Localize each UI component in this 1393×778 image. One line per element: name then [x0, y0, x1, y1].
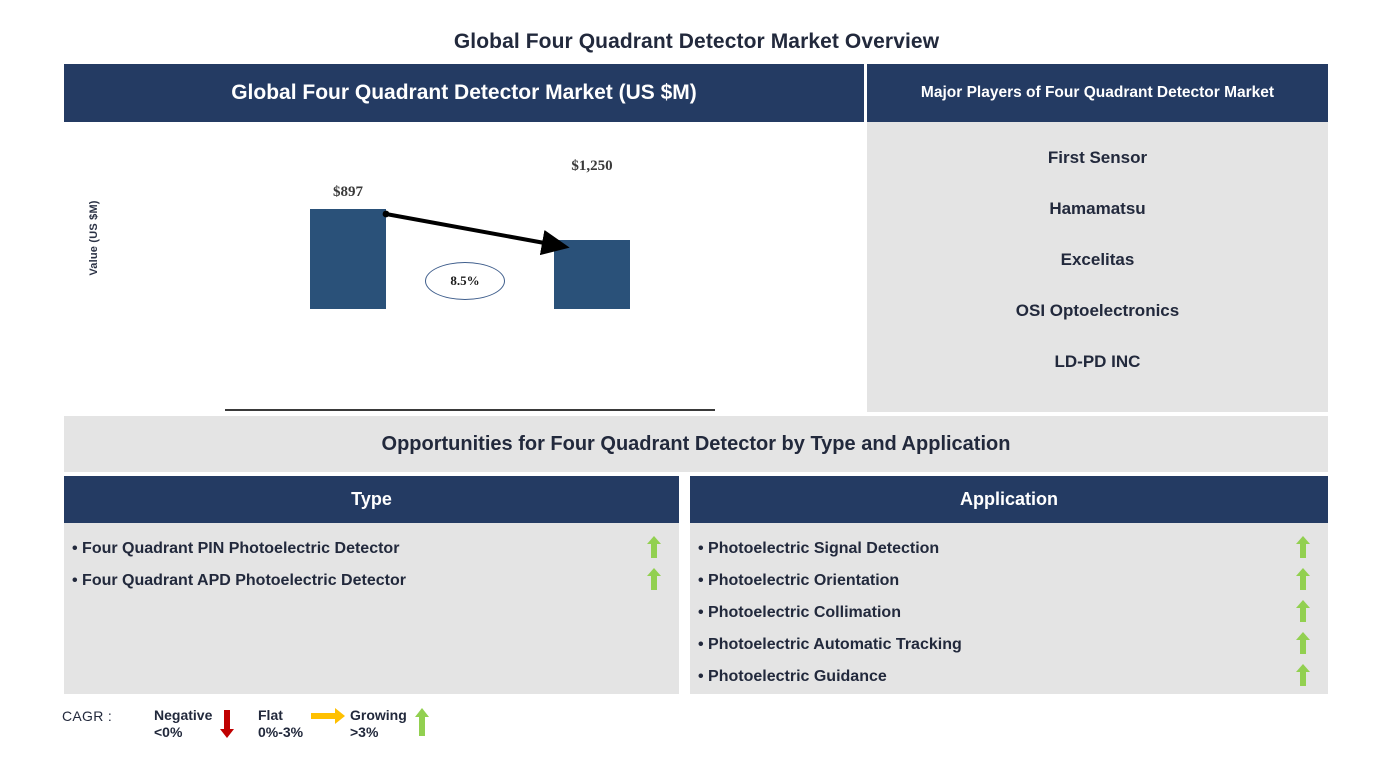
arrow-up-icon: [1296, 536, 1310, 563]
application-item-label: • Photoelectric Collimation: [698, 604, 901, 621]
list-item: Hamamatsu: [1049, 199, 1146, 218]
application-column-body: • Photoelectric Signal Detection • Photo…: [690, 523, 1328, 694]
bar-value-label-2026: $897: [333, 184, 363, 200]
arrow-down-icon: [220, 708, 235, 743]
arrow-up-icon: [1296, 632, 1310, 659]
application-item-label: • Photoelectric Guidance: [698, 668, 887, 685]
legend-negative-range: <0%: [154, 724, 183, 740]
type-column-body: • Four Quadrant PIN Photoelectric Detect…: [64, 523, 679, 694]
x-axis-line: [225, 409, 715, 411]
opportunities-title: Opportunities for Four Quadrant Detector…: [381, 432, 1011, 455]
arrow-up-icon: [647, 568, 661, 595]
list-item: LD-PD INC: [1054, 352, 1141, 371]
type-column-header: Type: [64, 476, 679, 523]
market-chart-card: Global Four Quadrant Detector Market (US…: [64, 64, 864, 468]
list-item: • Photoelectric Orientation: [690, 565, 1328, 597]
legend-negative-text: Negative <0%: [154, 707, 212, 741]
arrow-up-icon: [414, 708, 429, 741]
application-item-label: • Photoelectric Signal Detection: [698, 540, 940, 557]
list-item: • Photoelectric Automatic Tracking: [690, 629, 1328, 661]
cagr-value: 8.5%: [450, 273, 480, 288]
type-column: Type • Four Quadrant PIN Photoelectric D…: [64, 476, 679, 694]
market-chart-header: Global Four Quadrant Detector Market (US…: [64, 64, 864, 122]
legend-growing-range: >3%: [350, 724, 379, 740]
legend-item-flat: Flat 0%-3%: [258, 707, 346, 741]
legend-item-growing: Growing >3%: [350, 707, 429, 741]
application-item-label: • Photoelectric Automatic Tracking: [698, 636, 962, 653]
major-players-card: Major Players of Four Quadrant Detector …: [867, 64, 1328, 412]
opportunities-band: Opportunities for Four Quadrant Detector…: [64, 416, 1328, 472]
list-item: • Four Quadrant PIN Photoelectric Detect…: [64, 533, 679, 565]
arrow-up-icon: [1296, 568, 1310, 595]
growth-arrow-icon: [382, 210, 570, 256]
arrow-up-icon: [1296, 664, 1310, 691]
application-column-header-text: Application: [960, 489, 1058, 509]
legend-flat-range: 0%-3%: [258, 724, 304, 740]
list-item: • Photoelectric Collimation: [690, 597, 1328, 629]
type-item-label: • Four Quadrant APD Photoelectric Detect…: [72, 572, 406, 589]
bar-value-label-2035: $1,250: [571, 158, 613, 174]
list-item: Excelitas: [1060, 250, 1135, 269]
arrow-right-icon: [311, 708, 346, 729]
application-column: Application • Photoelectric Signal Detec…: [690, 476, 1328, 694]
cagr-legend-title: CAGR :: [62, 708, 113, 724]
list-item: • Photoelectric Guidance: [690, 661, 1328, 693]
bar-chart: Value (US $M) $897 $1,250 2026 2035 8.5%…: [64, 122, 864, 468]
list-item: OSI Optoelectronics: [1015, 301, 1180, 320]
legend-flat-text: Flat 0%-3%: [258, 707, 303, 741]
legend-negative-name: Negative: [154, 707, 213, 723]
type-column-header-text: Type: [351, 489, 392, 509]
cagr-bubble: 8.5%: [425, 262, 505, 300]
legend-flat-name: Flat: [258, 707, 283, 723]
list-item: First Sensor: [1047, 148, 1148, 167]
list-item: • Photoelectric Signal Detection: [690, 533, 1328, 565]
legend-growing-text: Growing >3%: [350, 707, 407, 741]
list-item: • Four Quadrant APD Photoelectric Detect…: [64, 565, 679, 597]
bar-2026: [310, 209, 386, 309]
arrow-up-icon: [647, 536, 661, 563]
legend-growing-name: Growing: [350, 707, 407, 723]
market-chart-header-text: Global Four Quadrant Detector Market (US…: [231, 81, 697, 104]
page-title: Global Four Quadrant Detector Market Ove…: [453, 30, 940, 53]
major-players-list: First Sensor Hamamatsu Excelitas OSI Opt…: [867, 122, 1328, 412]
legend-item-negative: Negative <0%: [154, 707, 235, 743]
arrow-up-icon: [1296, 600, 1310, 627]
major-players-header-text: Major Players of Four Quadrant Detector …: [920, 84, 1275, 101]
cagr-legend: CAGR : Negative <0% Flat 0%-3% Growing >…: [62, 702, 682, 752]
application-column-header: Application: [690, 476, 1328, 523]
major-players-header: Major Players of Four Quadrant Detector …: [867, 64, 1328, 122]
type-item-label: • Four Quadrant PIN Photoelectric Detect…: [72, 540, 400, 557]
application-item-label: • Photoelectric Orientation: [698, 572, 900, 589]
